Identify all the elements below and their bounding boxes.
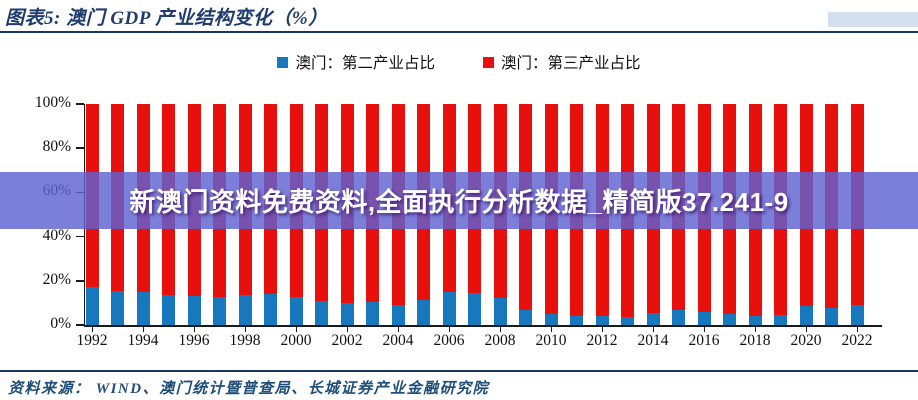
secondary-industry-bar-2006 [442, 291, 456, 325]
secondary-industry-bar-2011 [570, 316, 583, 325]
source-text: 资料来源： WIND、澳门统计暨普查局、长城证券产业金融研究院 [8, 381, 490, 397]
legend-item-secondary-industry: 澳门：第二产业占比 [277, 51, 435, 73]
title-rule [0, 31, 918, 33]
secondary-industry-bar-2014 [646, 312, 660, 325]
secondary-industry-bar-2020 [799, 306, 813, 325]
x-tick-2012 [601, 326, 603, 332]
secondary-industry-bar-2001 [315, 300, 328, 325]
watermark-banner: 新澳门资料免费资料,全面执行分析数据_精简版37.241-9 [0, 172, 918, 229]
x-tick-2010 [550, 326, 552, 332]
y-tick-label-100: 100% [34, 94, 71, 111]
secondary-industry-bar-2013 [621, 317, 634, 325]
legend-label-tertiary-industry: 澳门：第三产业占比 [501, 55, 641, 72]
x-tick-label-2006: 2006 [433, 332, 465, 349]
secondary-industry-bar-2003 [366, 301, 379, 325]
x-tick-label-2014: 2014 [637, 332, 669, 349]
watermark-text: 新澳门资料免费资料,全面执行分析数据_精简版37.241-9 [129, 187, 789, 217]
y-tick-0 [75, 324, 84, 326]
secondary-industry-bar-2019 [774, 315, 787, 325]
secondary-industry-bar-2022 [850, 305, 864, 325]
secondary-industry-bar-1993 [111, 290, 124, 325]
secondary-industry-bar-2008 [493, 298, 507, 325]
corner-accent [828, 12, 918, 27]
y-tick-label-40: 40% [42, 226, 71, 244]
secondary-industry-bar-1998 [238, 295, 252, 325]
x-tick-1996 [193, 326, 195, 332]
secondary-industry-bar-1996 [187, 296, 201, 325]
secondary-industry-bar-2005 [417, 299, 430, 325]
x-axis-line [83, 325, 882, 327]
y-tick-label-80: 80% [42, 138, 71, 156]
x-tick-label-2018: 2018 [739, 332, 771, 349]
secondary-industry-bar-2004 [391, 305, 405, 325]
x-tick-label-2000: 2000 [280, 332, 312, 349]
x-tick-label-1998: 1998 [229, 332, 261, 349]
x-tick-label-2010: 2010 [535, 332, 567, 349]
x-tick-label-1992: 1992 [76, 332, 108, 349]
source-rule [0, 370, 918, 372]
secondary-industry-bar-2009 [519, 309, 532, 325]
legend-label-secondary-industry: 澳门：第二产业占比 [295, 55, 435, 72]
y-tick-label-20: 20% [42, 270, 71, 288]
x-tick-2008 [499, 326, 501, 332]
y-tick-80 [75, 147, 84, 149]
secondary-industry-bar-1997 [213, 297, 226, 325]
y-tick-20 [75, 280, 84, 282]
secondary-industry-bar-2015 [672, 309, 685, 325]
secondary-industry-bar-2010 [544, 313, 558, 325]
secondary-industry-bar-2012 [595, 316, 609, 325]
x-tick-label-2022: 2022 [841, 332, 873, 349]
x-tick-1992 [91, 326, 93, 332]
legend-swatch-blue-icon [277, 56, 289, 68]
secondary-industry-bar-1995 [162, 295, 175, 325]
x-tick-1998 [244, 326, 246, 332]
secondary-industry-bar-2000 [289, 297, 303, 325]
legend-item-tertiary-industry: 澳门：第三产业占比 [483, 51, 641, 73]
x-tick-2006 [448, 326, 450, 332]
secondary-industry-bar-2007 [468, 292, 481, 325]
x-tick-2022 [856, 326, 858, 332]
y-tick-label-0: 0% [50, 315, 71, 332]
x-tick-1994 [142, 326, 144, 332]
chart-legend: 澳门：第二产业占比 澳门：第三产业占比 [0, 51, 918, 73]
x-tick-2002 [346, 326, 348, 332]
secondary-industry-bar-1992 [85, 287, 99, 325]
x-tick-label-2008: 2008 [484, 332, 516, 349]
x-tick-2016 [703, 326, 705, 332]
x-tick-label-2004: 2004 [382, 332, 414, 349]
x-tick-2014 [652, 326, 654, 332]
secondary-industry-bar-2021 [825, 308, 838, 325]
x-tick-label-2016: 2016 [688, 332, 720, 349]
secondary-industry-bar-1994 [136, 291, 150, 325]
y-tick-40 [75, 235, 84, 238]
x-tick-label-1994: 1994 [127, 332, 159, 349]
secondary-industry-bar-2002 [340, 302, 354, 325]
x-tick-2004 [397, 326, 399, 332]
legend-swatch-red-icon [483, 56, 494, 68]
figure-title: 图表5: 澳门 GDP 产业结构变化（%） [5, 8, 328, 29]
x-tick-2018 [754, 326, 756, 332]
secondary-industry-bar-1999 [264, 294, 277, 325]
y-tick-100 [75, 103, 84, 105]
secondary-industry-bar-2017 [723, 313, 736, 325]
x-tick-2000 [295, 326, 297, 332]
x-tick-label-2012: 2012 [586, 332, 618, 349]
secondary-industry-bar-2018 [748, 316, 762, 325]
x-tick-label-2002: 2002 [331, 332, 363, 349]
x-tick-2020 [805, 326, 807, 332]
x-tick-label-1996: 1996 [178, 332, 210, 349]
x-tick-label-2020: 2020 [790, 332, 822, 349]
secondary-industry-bar-2016 [697, 311, 711, 325]
